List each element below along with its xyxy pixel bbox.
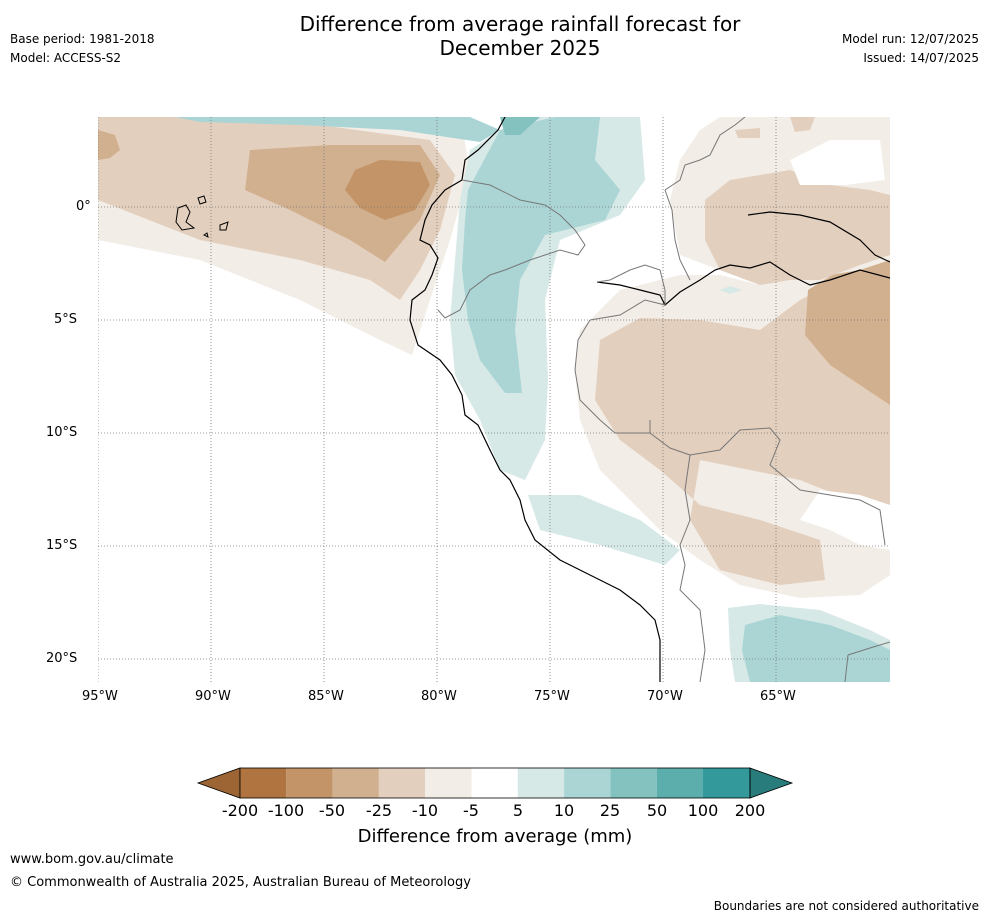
lat-label-5s: 5°S bbox=[54, 312, 78, 327]
colorbar-arrow-left bbox=[196, 767, 241, 799]
northeast-dry-top bbox=[735, 117, 815, 138]
coastline bbox=[409, 117, 661, 682]
colorbar bbox=[196, 767, 794, 799]
galapagos-islands bbox=[175, 195, 229, 238]
colorbar-tick: 10 bbox=[553, 801, 575, 820]
lon-label-85w: 85°W bbox=[308, 689, 344, 704]
colorbar-bin-7 bbox=[517, 768, 565, 798]
lon-label-90w: 90°W bbox=[195, 689, 231, 704]
colorbar-bin-11 bbox=[703, 768, 750, 798]
north-wet-band bbox=[175, 117, 500, 142]
colorbar-arrow-right bbox=[749, 767, 794, 799]
colorbar-title: Difference from average (mm) bbox=[357, 826, 633, 847]
colorbar-tick: -200 bbox=[221, 801, 259, 820]
colorbar-bin-6 bbox=[471, 768, 518, 798]
colorbar-bin-1 bbox=[240, 768, 287, 798]
colorbar-tick: 200 bbox=[734, 801, 766, 820]
colorbar-tick: 50 bbox=[646, 801, 668, 820]
amazon-dry-inner bbox=[805, 255, 890, 405]
lon-label-95w: 95°W bbox=[82, 689, 118, 704]
lon-label-70w: 70°W bbox=[647, 689, 683, 704]
colorbar-bin-10 bbox=[656, 768, 703, 798]
lon-label-80w: 80°W bbox=[421, 689, 457, 704]
colorbar-tick: 5 bbox=[512, 801, 524, 820]
map-title-line2: December 2025 bbox=[439, 36, 601, 60]
south-coast-wet bbox=[528, 495, 680, 565]
colorbar-tick: 100 bbox=[687, 801, 719, 820]
northeast-white-gap bbox=[790, 140, 885, 185]
small-wet-patch bbox=[720, 286, 742, 294]
lat-label-10s: 10°S bbox=[46, 425, 78, 440]
map-title-line1: Difference from average rainfall forecas… bbox=[299, 12, 741, 36]
lon-label-75w: 75°W bbox=[534, 689, 570, 704]
colorbar-bin-2 bbox=[286, 768, 333, 798]
colorbar-tick: -100 bbox=[267, 801, 305, 820]
lat-label-20s: 20°S bbox=[46, 651, 78, 666]
andes-wet-inner bbox=[462, 117, 620, 393]
colorbar-tick: -25 bbox=[365, 801, 393, 820]
footer-url: www.bom.gov.au/climate bbox=[10, 852, 174, 867]
graticule bbox=[98, 117, 890, 682]
andes-wet-core bbox=[500, 117, 540, 135]
lon-label-65w: 65°W bbox=[760, 689, 796, 704]
footer-disclaimer: Boundaries are not considered authoritat… bbox=[713, 899, 979, 913]
southeast-wet-inner bbox=[742, 615, 890, 682]
colorbar-bin-4 bbox=[378, 768, 426, 798]
colorbar-tick: -50 bbox=[318, 801, 346, 820]
issued-text: Issued: 14/07/2025 bbox=[863, 51, 979, 65]
base-period-text: Base period: 1981-2018 bbox=[10, 32, 155, 46]
map-title: Difference from average rainfall forecas… bbox=[220, 12, 820, 60]
colorbar-bin-8 bbox=[564, 768, 611, 798]
north-coastline bbox=[747, 211, 890, 263]
model-run-text: Model run: 12/07/2025 bbox=[841, 32, 979, 46]
pacific-dry-west bbox=[98, 130, 120, 160]
colorbar-bin-9 bbox=[610, 768, 657, 798]
east-white-gap bbox=[800, 490, 890, 550]
model-text: Model: ACCESS-S2 bbox=[10, 51, 122, 65]
caribbean-coastline bbox=[596, 261, 890, 306]
pacific-dry-core bbox=[345, 160, 430, 220]
colorbar-tick: 25 bbox=[599, 801, 621, 820]
footer-copyright: © Commonwealth of Australia 2025, Austra… bbox=[10, 875, 471, 890]
lat-label-0: 0° bbox=[76, 199, 91, 214]
colorbar-tick: -5 bbox=[463, 801, 479, 820]
colorbar-tick: -10 bbox=[411, 801, 439, 820]
northeast-dry-mid bbox=[705, 170, 890, 285]
lat-label-15s: 15°S bbox=[46, 538, 78, 553]
colorbar-bin-5 bbox=[425, 768, 472, 798]
country-borders bbox=[437, 117, 890, 682]
colorbar-bin-3 bbox=[332, 768, 379, 798]
